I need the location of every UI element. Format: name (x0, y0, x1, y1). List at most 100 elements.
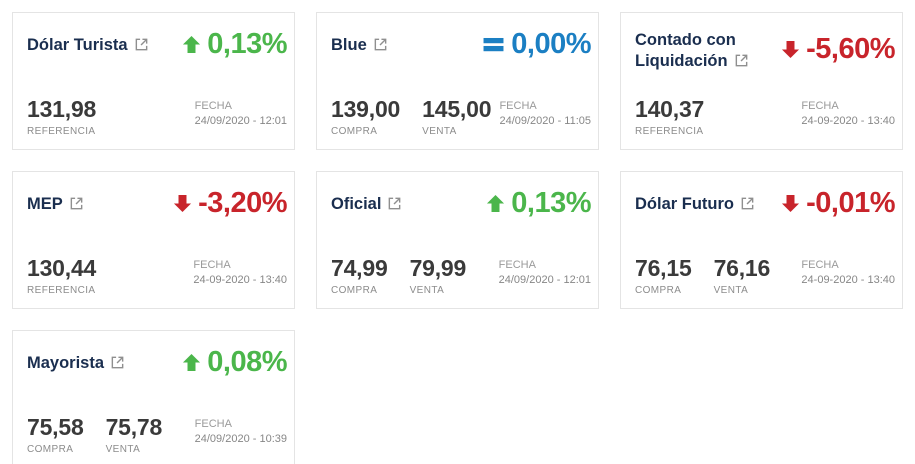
rate-card-dolar-futuro: Dólar Futuro -0,01% 76,15 COMPRA 76,16 V… (620, 171, 903, 309)
change-percent: -0,01% (781, 187, 895, 220)
date-info: FECHA 24-09-2020 - 13:40 (193, 258, 287, 287)
card-title: Dólar Futuro (635, 192, 781, 215)
card-footer: 139,00 COMPRA 145,00 VENTA FECHA 24/09/2… (331, 96, 591, 137)
trend-down-icon (782, 41, 800, 59)
date-value: 24/09/2020 - 11:05 (499, 114, 591, 127)
external-link-icon[interactable] (134, 37, 149, 58)
external-link-icon[interactable] (387, 196, 402, 217)
change-value: 0,08% (207, 346, 287, 378)
card-footer: 130,44 REFERENCIA FECHA 24-09-2020 - 13:… (27, 255, 287, 296)
date-value: 24/09/2020 - 12:01 (498, 273, 591, 286)
value-amount: 130,44 (27, 255, 97, 281)
value-label: REFERENCIA (27, 126, 96, 137)
card-header: Contado con Liquidación -5,60% (635, 28, 895, 71)
external-link-icon[interactable] (110, 355, 125, 376)
value-label: COMPRA (331, 285, 378, 296)
value-label: VENTA (422, 126, 457, 137)
date-label: FECHA (194, 100, 232, 113)
value-label: VENTA (713, 285, 749, 296)
card-header: Dólar Turista 0,13% (27, 28, 287, 61)
rate-name: Dólar Turista (27, 36, 128, 55)
change-value: -5,60% (806, 33, 895, 66)
value-amount: 75,78 (105, 414, 163, 440)
date-info: FECHA 24/09/2020 - 12:01 (499, 258, 591, 287)
rate-value: 139,00 COMPRA (331, 96, 400, 137)
external-link-icon[interactable] (734, 53, 749, 74)
date-info: FECHA 24/09/2020 - 12:01 (195, 99, 287, 128)
rate-value: 75,78 VENTA (106, 414, 163, 455)
rate-name: Dólar Futuro (635, 195, 734, 214)
value-label: VENTA (105, 444, 141, 455)
rate-value: 75,58 COMPRA (27, 414, 84, 455)
change-percent: 0,00% (482, 28, 591, 61)
date-info: FECHA 24-09-2020 - 13:40 (801, 99, 895, 128)
rate-card-mayorista: Mayorista 0,08% 75,58 COMPRA 75,78 VENTA (12, 330, 295, 464)
date-label: FECHA (194, 418, 232, 431)
rate-value: 76,16 VENTA (714, 255, 771, 296)
value-label: COMPRA (27, 444, 74, 455)
card-header: Oficial 0,13% (331, 187, 591, 220)
date-info: FECHA 24/09/2020 - 11:05 (499, 99, 591, 128)
change-value: 0,00% (511, 28, 591, 60)
rate-value: 145,00 VENTA (422, 96, 491, 137)
rate-card-oficial: Oficial 0,13% 74,99 COMPRA 79,99 VENTA (316, 171, 599, 309)
card-title: Blue (331, 33, 482, 56)
rate-value: 79,99 VENTA (410, 255, 467, 296)
rate-value: 131,98 REFERENCIA (27, 96, 96, 137)
rate-value: 76,15 COMPRA (635, 255, 692, 296)
card-footer: 75,58 COMPRA 75,78 VENTA FECHA 24/09/202… (27, 414, 287, 455)
external-link-icon[interactable] (69, 196, 84, 217)
change-value: 0,13% (207, 28, 287, 60)
value-amount: 79,99 (409, 255, 467, 281)
date-label: FECHA (193, 259, 231, 272)
change-value: -0,01% (806, 187, 895, 219)
change-value: 0,13% (511, 187, 591, 219)
card-header: Dólar Futuro -0,01% (635, 187, 895, 220)
rate-name: Blue (331, 36, 367, 55)
external-link-icon[interactable] (740, 196, 755, 217)
trend-down-icon (782, 194, 800, 213)
change-percent: 0,08% (182, 346, 287, 379)
rate-value: 74,99 COMPRA (331, 255, 388, 296)
date-label: FECHA (801, 100, 839, 113)
card-footer: 76,15 COMPRA 76,16 VENTA FECHA 24-09-202… (635, 255, 895, 296)
card-footer: 74,99 COMPRA 79,99 VENTA FECHA 24/09/202… (331, 255, 591, 296)
card-footer: 131,98 REFERENCIA FECHA 24/09/2020 - 12:… (27, 96, 287, 137)
value-amount: 139,00 (331, 96, 401, 122)
date-info: FECHA 24/09/2020 - 10:39 (195, 417, 287, 446)
card-header: Mayorista 0,08% (27, 346, 287, 379)
value-amount: 75,58 (27, 414, 84, 440)
card-header: Blue 0,00% (331, 28, 591, 61)
value-amount: 140,37 (635, 96, 705, 122)
trend-up-icon (487, 194, 505, 213)
date-value: 24-09-2020 - 13:40 (801, 273, 895, 286)
rate-value: 130,44 REFERENCIA (27, 255, 96, 296)
date-value: 24-09-2020 - 13:40 (193, 273, 287, 286)
change-percent: 0,13% (486, 187, 591, 220)
card-header: MEP -3,20% (27, 187, 287, 220)
card-title: Mayorista (27, 351, 182, 374)
value-amount: 131,98 (27, 96, 97, 122)
date-label: FECHA (801, 259, 839, 272)
value-amount: 145,00 (422, 96, 492, 122)
rate-card-contado-con-liquidacion: Contado con Liquidación -5,60% 140,37 RE… (620, 12, 903, 150)
date-label: FECHA (499, 100, 537, 113)
card-title: MEP (27, 192, 173, 215)
rate-card-dolar-turista: Dólar Turista 0,13% 131,98 REFERENCIA (12, 12, 295, 150)
value-label: REFERENCIA (635, 126, 704, 137)
trend-up-icon (183, 353, 201, 372)
trend-up-icon (183, 35, 201, 54)
value-label: COMPRA (331, 126, 378, 137)
rate-name: MEP (27, 195, 63, 214)
value-amount: 74,99 (331, 255, 388, 281)
rate-name: Contado con Liquidación (635, 31, 736, 70)
value-amount: 76,16 (713, 255, 771, 281)
value-label: COMPRA (635, 285, 682, 296)
value-label: REFERENCIA (27, 285, 96, 296)
rate-card-blue: Blue 0,00% 139,00 COMPRA 145,00 VENTA (316, 12, 599, 150)
date-value: 24-09-2020 - 13:40 (801, 114, 895, 127)
external-link-icon[interactable] (373, 37, 388, 58)
rate-name: Oficial (331, 195, 382, 214)
date-value: 24/09/2020 - 12:01 (194, 114, 287, 127)
